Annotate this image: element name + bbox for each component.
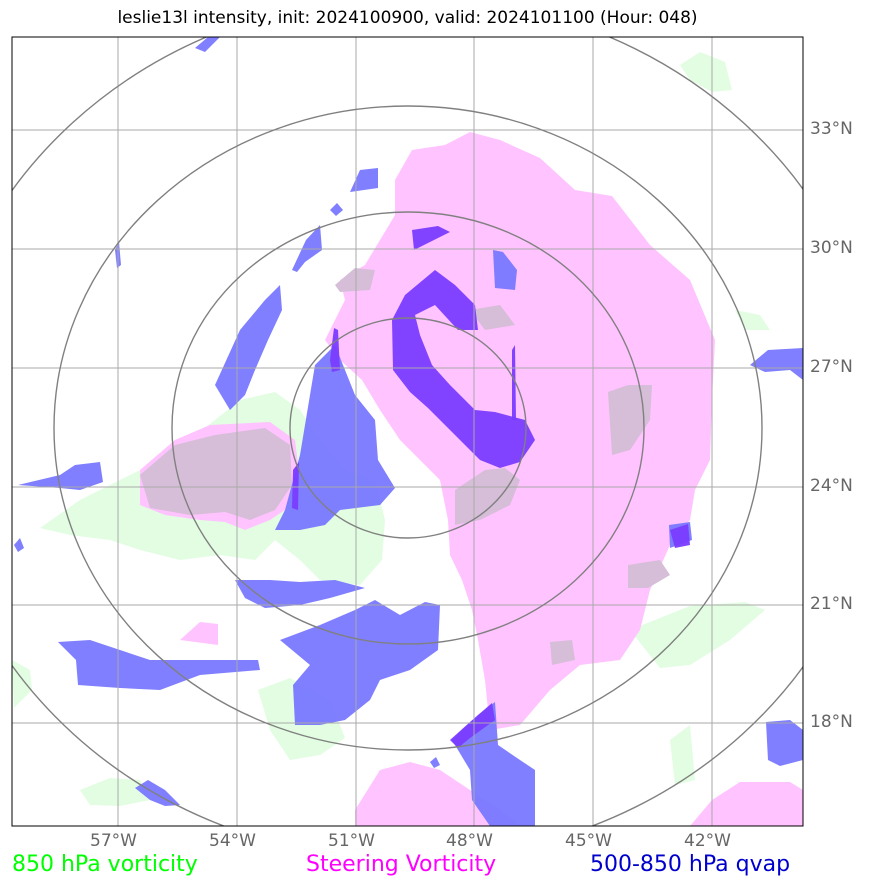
qvap-region [750, 348, 803, 380]
qvap-core-region [292, 462, 299, 510]
map-frame [11, 36, 804, 827]
qvap-core-region [670, 524, 690, 548]
lon-label-45w: 45°W [565, 831, 612, 851]
lat-label-21n: 21°N [810, 594, 853, 614]
overlap-region [628, 560, 670, 588]
vorticity-850-region [80, 778, 150, 806]
qvap-core-region [512, 345, 516, 420]
lon-label-42w: 42°W [684, 831, 731, 851]
lat-label-18n: 18°N [810, 712, 853, 732]
overlap-region [470, 305, 515, 330]
lat-label-27n: 27°N [810, 357, 853, 377]
lon-label-51w: 51°W [328, 831, 375, 851]
map-title: leslie13l intensity, init: 2024100900, v… [117, 8, 698, 28]
lon-label-57w: 57°W [90, 831, 137, 851]
range-rings [12, 37, 803, 826]
steering-vorticity-region [355, 762, 520, 826]
qvap-region [18, 462, 103, 490]
vorticity-850-region [680, 52, 732, 92]
overlap-region [455, 468, 520, 525]
overlap-layer [140, 268, 670, 665]
lon-label-54w: 54°W [209, 831, 256, 851]
qvap-region [135, 780, 180, 806]
qvap-region [275, 345, 395, 530]
graticule [12, 37, 803, 826]
qvap-region [58, 640, 260, 690]
overlap-region [335, 268, 375, 292]
lat-label-24n: 24°N [810, 476, 853, 496]
range-ring [171, 211, 645, 645]
lat-label-30n: 30°N [810, 238, 853, 258]
overlap-region [550, 640, 575, 665]
lat-label-33n: 33°N [810, 119, 853, 139]
legend-850-vorticity: 850 hPa vorticity [12, 852, 198, 877]
qvap-region [280, 600, 440, 725]
qvap-region [14, 538, 24, 552]
qvap-region [350, 168, 378, 192]
qvap-region [195, 37, 220, 52]
steering-vorticity-region [690, 782, 803, 826]
vorticity-850-region [670, 725, 695, 785]
range-ring [289, 317, 527, 539]
qvap-region [430, 757, 440, 768]
steering-vorticity-region [180, 622, 218, 645]
lon-label-48w: 48°W [446, 831, 493, 851]
vorticity-850-region [735, 310, 770, 330]
vorticity-850-region [630, 602, 765, 668]
qvap-core-region [412, 226, 450, 250]
qvap-core-region [450, 703, 495, 748]
vorticity-850-region [12, 660, 32, 708]
qvap-region [493, 250, 517, 290]
overlap-region [140, 428, 292, 520]
qvap-core-region [392, 270, 535, 468]
range-ring [53, 105, 763, 751]
legend-steering-vorticity: Steering Vorticity [306, 852, 497, 877]
overlap-region [608, 385, 652, 455]
qvap-region [235, 580, 365, 608]
qvap-region [330, 203, 343, 216]
qvap-region [766, 720, 803, 766]
qvap-region [215, 285, 282, 410]
qvap-layer [14, 37, 803, 826]
qvap-core-layer [292, 226, 690, 748]
legend-qvap: 500-850 hPa qvap [590, 852, 791, 877]
